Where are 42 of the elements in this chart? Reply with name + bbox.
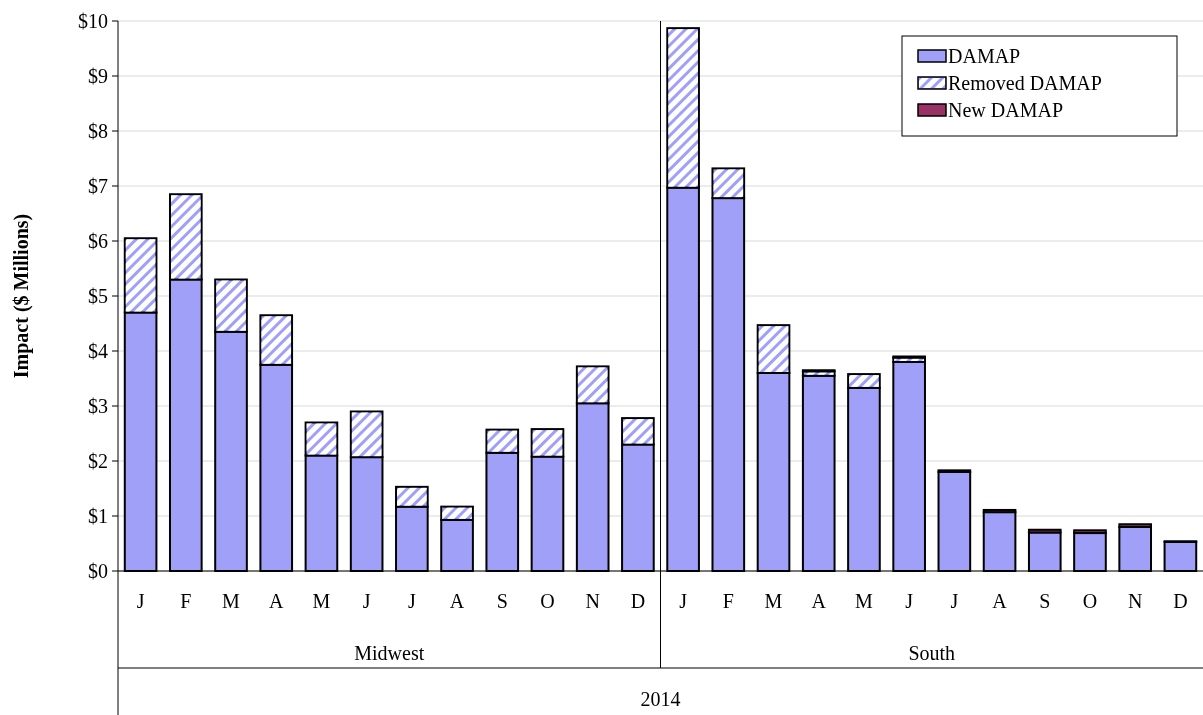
x-tick-label: J: [950, 590, 959, 612]
x-tick-label: J: [362, 590, 371, 612]
x-tick-label: A: [269, 590, 284, 612]
text: 2014: [640, 688, 681, 710]
x-tick-label: O: [1082, 590, 1098, 612]
y-tick-label: $2: [88, 450, 108, 472]
y-tick-label: $6: [88, 230, 108, 252]
x-tick-label: F: [180, 590, 192, 612]
x-axis-title: South: [908, 642, 956, 664]
x-tick-label: M: [855, 590, 874, 612]
y-tick-label: $4: [88, 340, 108, 362]
x-tick-label: F: [722, 590, 734, 612]
y-tick-label: $8: [88, 120, 108, 142]
x-tick-label: O: [540, 590, 555, 612]
x-tick-label: J: [905, 590, 914, 612]
legend-label: Removed DAMAP: [948, 72, 1102, 94]
y-tick-label: $7: [88, 175, 108, 197]
y-tick-label: $10: [78, 10, 108, 32]
y-tick-label: $0: [88, 560, 108, 582]
legend-label: New DAMAP: [948, 99, 1063, 121]
x-tick-label: N: [585, 590, 600, 612]
y-tick-label: $9: [88, 65, 108, 87]
x-tick-label: D: [1173, 590, 1188, 612]
x-tick-label: A: [811, 590, 827, 612]
x-tick-label: S: [1039, 590, 1051, 612]
x-tick-label: S: [496, 590, 508, 612]
legend-label: DAMAP: [948, 45, 1021, 67]
x-tick-label: N: [1127, 590, 1143, 612]
x-tick-label: J: [136, 590, 145, 612]
x-tick-label: A: [992, 590, 1008, 612]
y-tick-label: $1: [88, 505, 108, 527]
x-tick-label: J: [679, 590, 688, 612]
x-tick-label: D: [630, 590, 646, 612]
x-tick-label: M: [764, 590, 783, 612]
y-tick-label: $5: [88, 285, 108, 307]
x-tick-label: A: [449, 590, 465, 612]
x-axis-title: Midwest: [354, 642, 425, 664]
y-tick-label: $3: [88, 395, 108, 417]
y-axis-title: Impact ($ Millions): [10, 213, 33, 379]
x-tick-label: M: [312, 590, 331, 612]
x-tick-label: J: [407, 590, 416, 612]
x-tick-label: M: [222, 590, 241, 612]
